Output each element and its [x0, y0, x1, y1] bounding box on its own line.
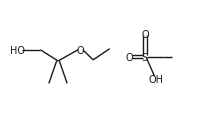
Text: HO: HO: [10, 45, 25, 55]
Text: O: O: [77, 45, 84, 55]
Text: S: S: [142, 52, 148, 62]
Text: O: O: [141, 30, 149, 40]
Text: O: O: [126, 52, 133, 62]
Text: OH: OH: [148, 74, 163, 84]
